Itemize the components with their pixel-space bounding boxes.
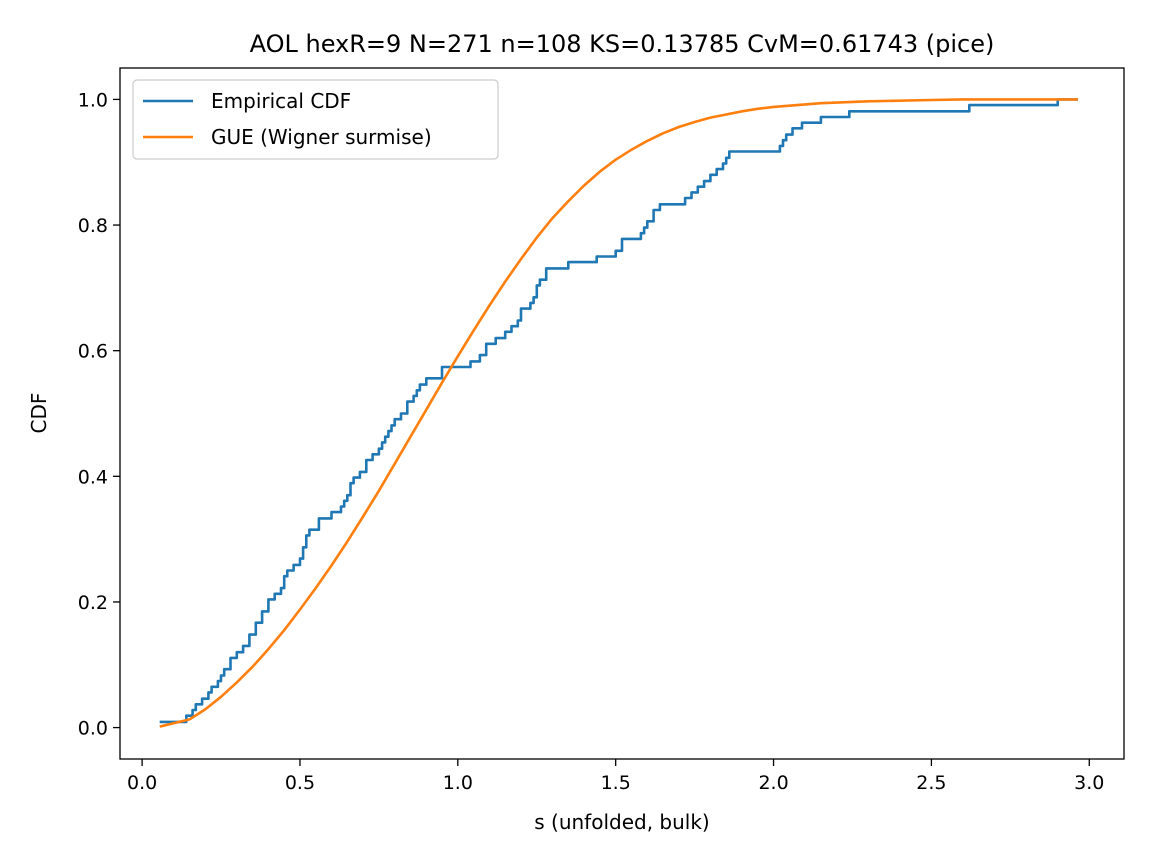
series-line-gue-wigner-surmise: [159, 98, 1078, 728]
y-axis-ticks: 0.0 0.2 0.4 0.6 0.8 1.0: [78, 89, 120, 740]
series-line-empirical-cdf: [159, 98, 1078, 724]
y-tick-label: 0.4: [78, 466, 108, 488]
y-tick-label: 0.0: [78, 718, 108, 740]
legend-label: Empirical CDF: [211, 89, 351, 113]
y-tick-label: 0.2: [78, 592, 108, 614]
legend-label: GUE (Wigner surmise): [211, 125, 432, 149]
x-tick-label: 1.5: [601, 772, 631, 794]
x-tick-label: 0.5: [285, 772, 315, 794]
x-axis-label: s (unfolded, bulk): [534, 810, 710, 834]
x-tick-label: 2.5: [916, 772, 946, 794]
x-tick-label: 3.0: [1074, 772, 1104, 794]
y-axis-label: CDF: [27, 393, 51, 434]
x-tick-label: 1.0: [443, 772, 473, 794]
x-tick-label: 2.0: [758, 772, 788, 794]
x-axis-ticks: 0.0 0.5 1.0 1.5 2.0 2.5 3.0: [127, 759, 1104, 794]
x-tick-label: 0.0: [127, 772, 157, 794]
plot-area: [159, 98, 1078, 728]
chart-title: AOL hexR=9 N=271 n=108 KS=0.13785 CvM=0.…: [250, 30, 995, 58]
y-tick-label: 0.6: [78, 341, 108, 363]
legend: Empirical CDF GUE (Wigner surmise): [132, 79, 499, 160]
y-tick-label: 0.8: [78, 215, 108, 237]
legend-box: [132, 79, 499, 160]
axes-frame: [119, 67, 1125, 760]
y-tick-label: 1.0: [78, 89, 108, 111]
